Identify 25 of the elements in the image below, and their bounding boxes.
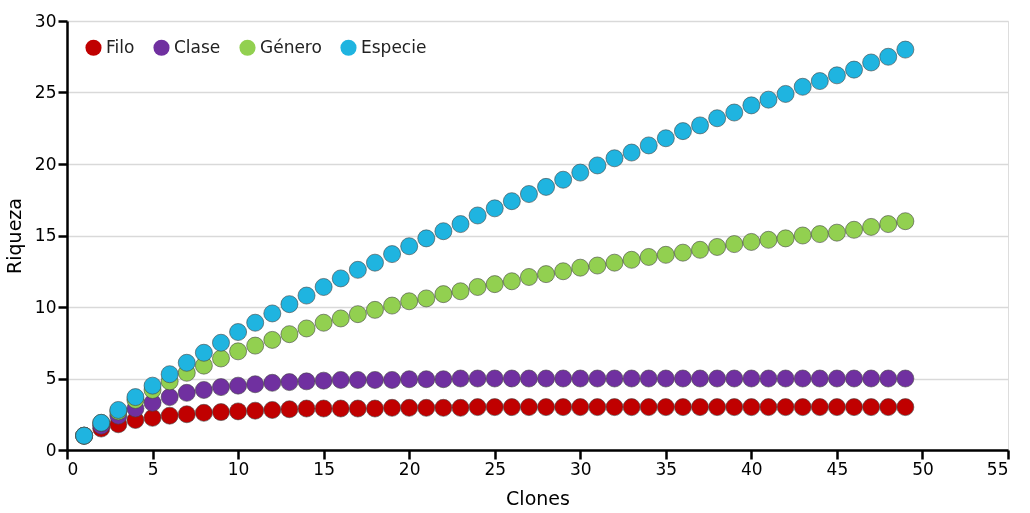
y-tick-label: 25 <box>34 82 57 102</box>
x-tick-label: 30 <box>569 458 592 479</box>
x-tick-label: 40 <box>741 458 763 479</box>
x-axis-title: Clones <box>506 486 570 509</box>
y-tick-label: 0 <box>45 439 57 460</box>
y-tick-label: 15 <box>34 225 57 245</box>
x-tick-label: 5 <box>147 458 159 479</box>
legend-label: Filo <box>106 36 135 57</box>
legend-label: Especie <box>361 36 427 57</box>
x-tick-label: 10 <box>227 458 250 479</box>
y-tick-label: 10 <box>34 296 57 317</box>
x-tick-label: 45 <box>826 458 849 479</box>
x-tick-label: 55 <box>986 458 1009 479</box>
x-tick-label: 50 <box>912 458 934 479</box>
legend-label: Género <box>260 36 322 57</box>
legend-label: Clase <box>174 36 221 57</box>
y-tick-label: 30 <box>34 10 57 31</box>
x-tick-label: 0 <box>67 458 79 479</box>
y-tick-label: 5 <box>45 368 57 388</box>
x-tick-label: 15 <box>313 458 335 479</box>
x-tick-label: 35 <box>655 458 678 479</box>
y-axis-title: Riqueza <box>2 198 25 274</box>
x-tick-label: 20 <box>398 458 421 479</box>
y-tick-label: 20 <box>34 153 57 174</box>
x-tick-label: 25 <box>484 458 507 479</box>
